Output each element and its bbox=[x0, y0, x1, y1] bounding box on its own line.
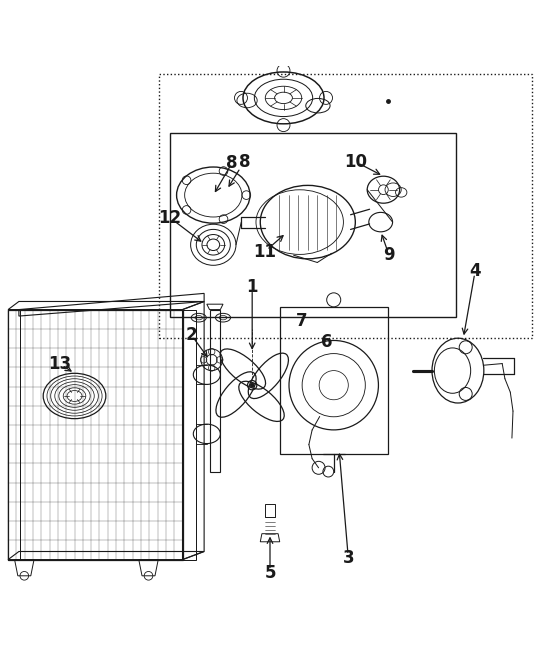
Text: 2: 2 bbox=[186, 327, 198, 344]
Text: 12: 12 bbox=[159, 209, 181, 227]
Circle shape bbox=[250, 383, 254, 387]
Text: 13: 13 bbox=[48, 354, 71, 372]
Text: 5: 5 bbox=[264, 564, 276, 582]
Text: 4: 4 bbox=[469, 262, 481, 280]
Text: 7: 7 bbox=[295, 312, 307, 330]
Text: 10: 10 bbox=[344, 152, 367, 170]
Text: 8: 8 bbox=[226, 154, 238, 172]
Text: 3: 3 bbox=[342, 549, 354, 567]
Text: 9: 9 bbox=[383, 246, 395, 264]
Text: 6: 6 bbox=[321, 333, 333, 351]
Text: 1: 1 bbox=[246, 278, 258, 296]
Text: 8: 8 bbox=[239, 152, 251, 170]
Text: 11: 11 bbox=[253, 243, 276, 261]
